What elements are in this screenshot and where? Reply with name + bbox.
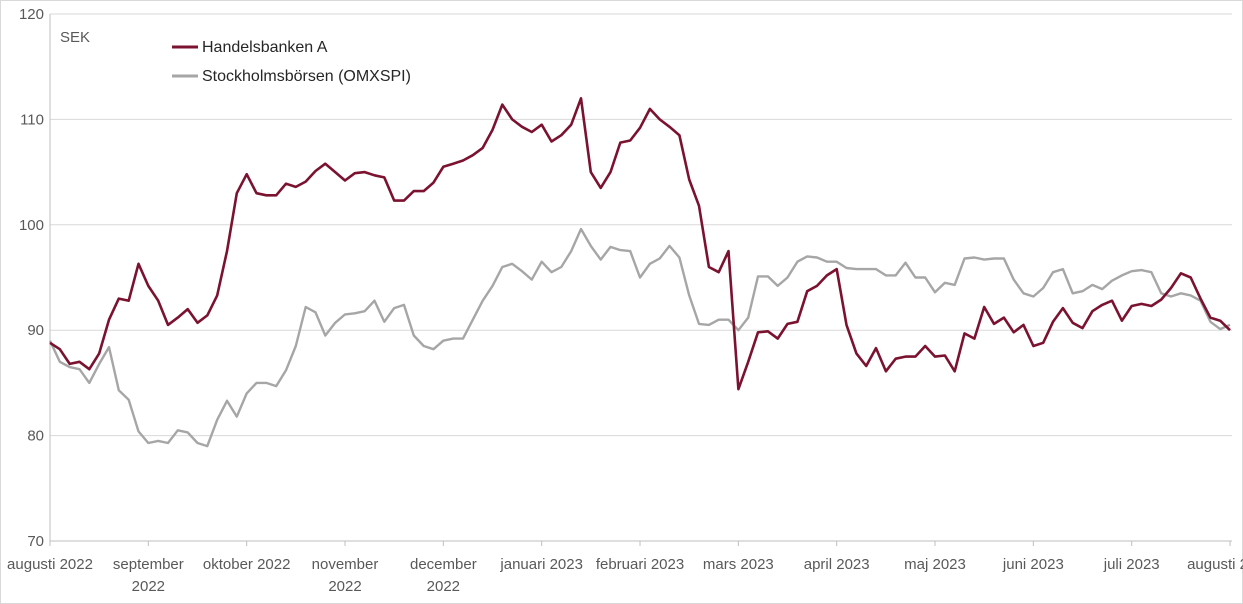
y-axis-label: SEK <box>60 29 90 46</box>
legend-label: Handelsbanken A <box>202 39 328 56</box>
y-tick-label: 80 <box>27 428 44 445</box>
y-tick-label: 90 <box>27 322 44 339</box>
x-tick-label: november 2022 <box>312 556 379 595</box>
y-tick-label: 110 <box>20 111 44 128</box>
x-tick-label: juli 2023 <box>1103 556 1160 573</box>
x-tick-label: maj 2023 <box>904 556 966 573</box>
legend-label: Stockholmsbörsen (OMXSPI) <box>202 68 411 85</box>
x-tick-label: september 2022 <box>113 556 184 595</box>
series-line <box>49 97 1231 391</box>
x-tick-label: januari 2023 <box>499 556 583 573</box>
x-tick-label: februari 2023 <box>596 556 684 573</box>
y-tick-label: 70 <box>27 533 44 550</box>
x-tick-label: oktober 2022 <box>203 556 291 573</box>
x-tick-label: augusti 2023 <box>1187 556 1243 573</box>
y-tick-label: 100 <box>19 217 44 234</box>
series-line <box>48 227 1231 448</box>
x-tick-label: juni 2023 <box>1002 556 1064 573</box>
x-tick-label: mars 2023 <box>703 556 774 573</box>
x-tick-label: december 2022 <box>410 556 477 595</box>
x-tick-label: augusti 2022 <box>7 556 93 573</box>
y-tick-label: 120 <box>19 6 44 23</box>
x-tick-label: april 2023 <box>804 556 870 573</box>
